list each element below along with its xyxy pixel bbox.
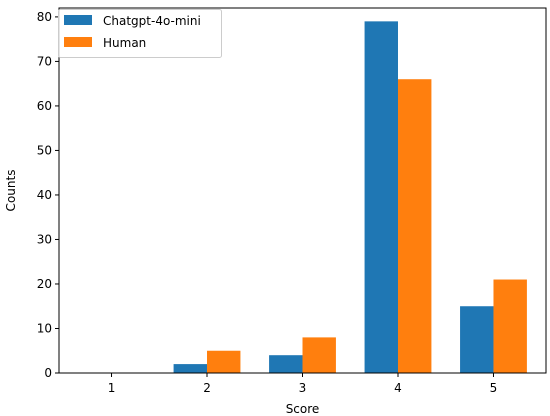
bar-human-score-4 [397,79,432,373]
bar-human-score-5 [493,279,527,373]
bar-human-score-2 [207,350,241,373]
legend-label-human: Human [103,36,146,50]
x-tick-label: 3 [299,381,307,395]
y-tick-label: 50 [37,143,52,157]
legend-frame [58,9,222,58]
x-tick-label: 4 [394,381,402,395]
x-axis-ticks: 1 2 3 4 5 [108,373,498,395]
x-tick-label: 2 [203,381,211,395]
legend-label-chatgpt: Chatgpt-4o-mini [103,14,201,28]
y-tick-label: 30 [37,232,52,246]
x-tick-label: 1 [108,381,116,395]
legend-swatch-chatgpt [64,15,92,25]
y-tick-label: 70 [37,54,52,68]
bar-chatgpt-score-5 [460,306,494,373]
y-axis-label: Counts [4,170,18,212]
bar-chatgpt-score-2 [173,364,208,373]
plot-frame [58,7,547,374]
y-axis-ticks: 0 10 20 30 40 50 60 70 80 [37,10,59,380]
bar-chatgpt-score-3 [269,355,303,373]
bars-layer [173,21,527,373]
legend-swatch-human [64,37,92,47]
y-tick-label: 80 [37,10,52,24]
y-tick-label: 40 [37,188,52,202]
y-tick-label: 60 [37,99,52,113]
x-tick-label: 5 [490,381,498,395]
x-axis-label: Score [286,402,320,416]
legend: Chatgpt-4o-mini Human [58,9,222,58]
bar-chatgpt-score-4 [364,21,398,373]
y-tick-label: 10 [37,321,52,335]
bar-human-score-3 [302,337,336,373]
y-tick-label: 20 [37,277,52,291]
y-tick-label: 0 [44,366,52,380]
